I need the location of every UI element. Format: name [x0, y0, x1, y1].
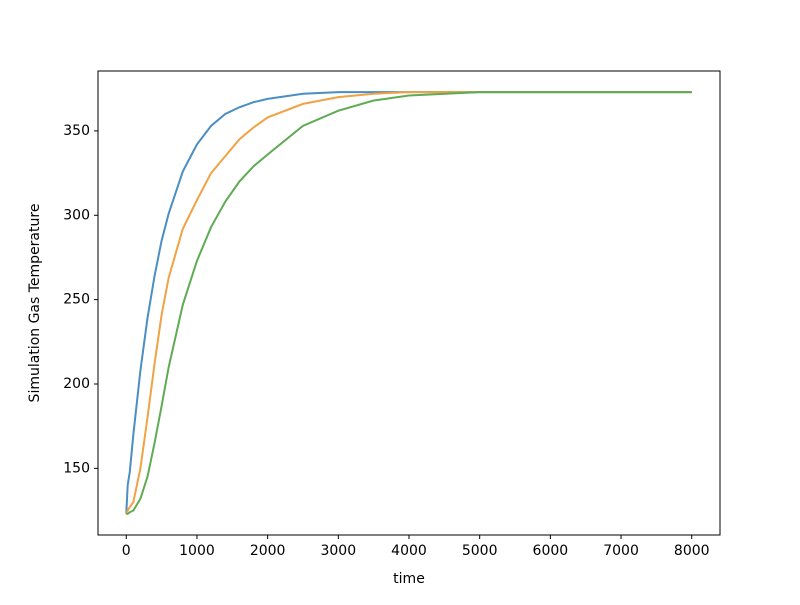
x-tick-label: 4000 — [391, 543, 427, 559]
y-tick-label: 250 — [63, 292, 90, 308]
x-tick-label: 8000 — [674, 543, 710, 559]
x-tick-label: 5000 — [462, 543, 498, 559]
line-series — [125, 91, 692, 515]
y-tick-label: 150 — [63, 460, 90, 476]
y-tick-label: 200 — [63, 376, 90, 392]
x-tick-label: 7000 — [603, 543, 639, 559]
line-series — [125, 91, 692, 514]
x-tick-label: 2000 — [250, 543, 286, 559]
x-tick-label: 6000 — [533, 543, 569, 559]
x-tick-label: 3000 — [320, 543, 356, 559]
x-axis-label: time — [393, 571, 425, 587]
y-axis-label: Simulation Gas Temperature — [27, 204, 43, 403]
x-tick-label: 0 — [122, 543, 131, 559]
x-tick-label: 1000 — [179, 543, 215, 559]
line-series — [126, 91, 692, 515]
plot-frame — [97, 70, 721, 536]
y-tick-label: 300 — [63, 207, 90, 223]
y-tick-label: 350 — [63, 123, 90, 139]
